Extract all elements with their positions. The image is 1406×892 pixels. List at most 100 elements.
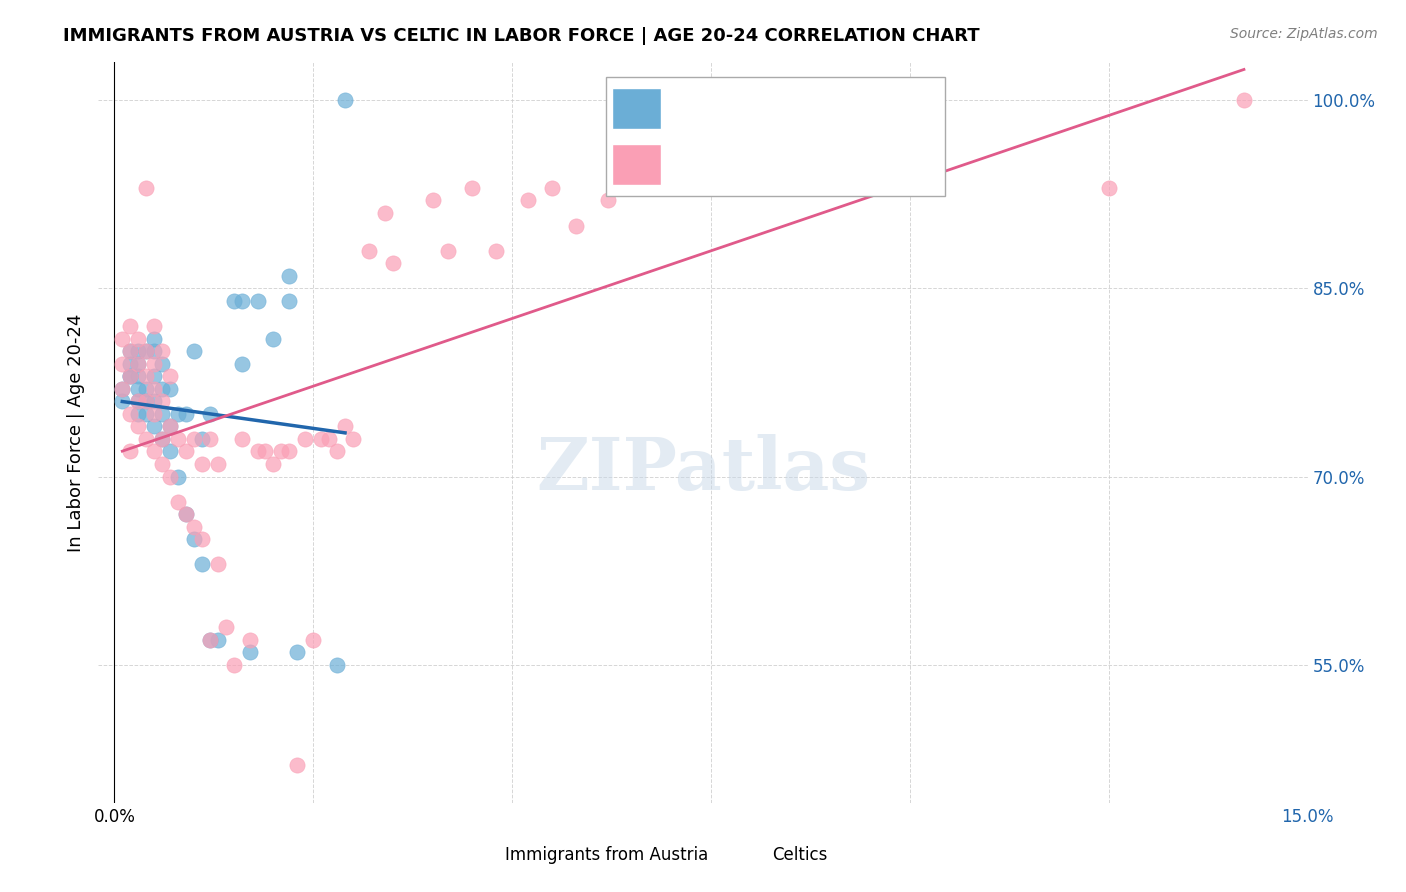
Point (517, 194, 540, 208)
Text: N = 50: N = 50 (811, 87, 875, 104)
Point (239, 645, 262, 659)
Point (422, 194, 444, 208)
Text: Immigrants from Austria: Immigrants from Austria (505, 846, 707, 863)
Point (167, 407, 190, 421)
Point (135, 369, 157, 384)
Point (135, 432, 157, 446)
Point (111, 394, 134, 409)
Point (309, 432, 332, 446)
Point (150, 432, 173, 446)
Point (127, 331, 149, 345)
Point (1098, 181, 1121, 195)
Point (127, 357, 149, 371)
Point (143, 357, 166, 371)
Point (564, 219, 586, 233)
Text: R = 0.465: R = 0.465 (679, 87, 769, 104)
Point (254, 444, 277, 458)
Point (262, 331, 284, 345)
Point (127, 357, 149, 371)
Point (111, 331, 134, 345)
Point (135, 344, 157, 359)
Point (239, 632, 262, 647)
Point (127, 344, 149, 359)
Point (174, 407, 197, 421)
Point (198, 632, 221, 647)
Point (183, 432, 205, 446)
Point (120, 444, 142, 458)
Point (294, 432, 316, 446)
Point (231, 357, 253, 371)
Point (357, 244, 380, 258)
Point (191, 432, 214, 446)
FancyBboxPatch shape (613, 88, 661, 129)
Point (326, 444, 349, 458)
Point (278, 293, 301, 308)
Point (143, 394, 166, 409)
Point (174, 507, 197, 521)
Y-axis label: In Labor Force | Age 20-24: In Labor Force | Age 20-24 (66, 313, 84, 552)
Point (135, 394, 157, 409)
Point (207, 457, 229, 471)
Point (222, 657, 245, 672)
Point (127, 369, 149, 384)
Point (127, 394, 149, 409)
Point (167, 494, 190, 508)
Point (135, 382, 157, 396)
Point (198, 407, 221, 421)
Point (215, 620, 238, 634)
Point (246, 293, 269, 308)
Point (167, 469, 190, 483)
Point (437, 244, 460, 258)
Text: R = 0.441: R = 0.441 (679, 153, 769, 171)
Point (222, 293, 245, 308)
Point (159, 419, 181, 434)
Point (143, 331, 166, 345)
Text: Source: ZipAtlas.com: Source: ZipAtlas.com (1230, 27, 1378, 41)
Point (326, 657, 349, 672)
Point (120, 369, 142, 384)
Point (135, 181, 157, 195)
Point (143, 444, 166, 458)
Point (231, 432, 253, 446)
Point (183, 533, 205, 547)
Point (191, 533, 214, 547)
Point (143, 407, 166, 421)
Point (278, 268, 301, 283)
Point (159, 469, 181, 483)
Point (207, 632, 229, 647)
Point (318, 432, 340, 446)
Point (150, 432, 173, 446)
Point (198, 432, 221, 446)
Point (270, 444, 292, 458)
Point (333, 93, 356, 107)
Point (150, 344, 173, 359)
Point (120, 369, 142, 384)
Point (183, 520, 205, 534)
Point (120, 369, 142, 384)
Text: N = 72: N = 72 (811, 153, 875, 171)
Point (278, 444, 301, 458)
Point (191, 558, 214, 572)
Point (143, 419, 166, 434)
Point (150, 394, 173, 409)
Point (150, 382, 173, 396)
Point (120, 407, 142, 421)
Point (150, 407, 173, 421)
Point (485, 244, 508, 258)
Point (111, 357, 134, 371)
Point (159, 444, 181, 458)
Point (120, 344, 142, 359)
Point (207, 558, 229, 572)
Point (159, 369, 181, 384)
Point (135, 394, 157, 409)
Point (198, 632, 221, 647)
Point (120, 357, 142, 371)
Text: Celtics: Celtics (772, 846, 827, 863)
FancyBboxPatch shape (709, 844, 740, 866)
Point (127, 419, 149, 434)
Point (143, 382, 166, 396)
Point (374, 206, 396, 220)
Point (262, 457, 284, 471)
Point (120, 344, 142, 359)
Point (159, 382, 181, 396)
